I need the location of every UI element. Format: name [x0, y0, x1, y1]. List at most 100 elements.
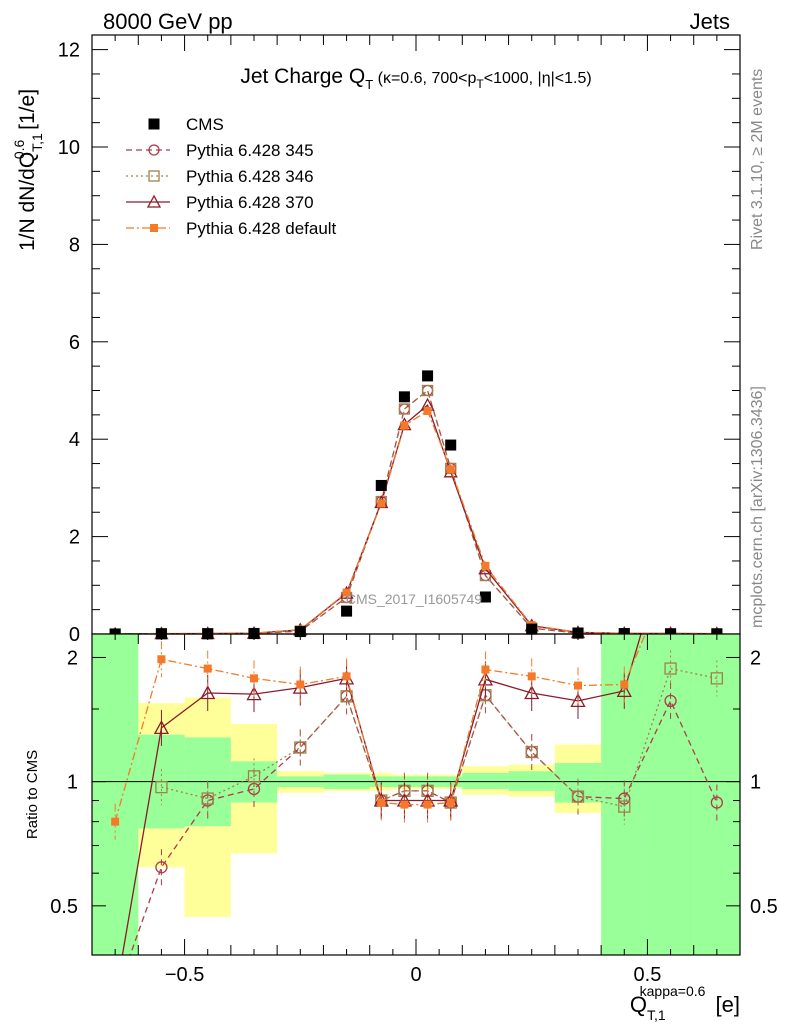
ratio-point: [571, 790, 585, 803]
ratio-point: [157, 655, 166, 664]
legend-entry: Pythia 6.428 default: [126, 219, 337, 238]
main-ytick-label: 0: [69, 624, 80, 646]
ratio-point: [618, 800, 631, 813]
ratio-point: [481, 665, 490, 674]
ratio-point: [616, 682, 632, 698]
main-point: [342, 588, 351, 597]
ratio-point: [423, 800, 432, 809]
main-ytick-label: 10: [58, 137, 80, 159]
ratio-point: [296, 680, 305, 689]
main-ylabel: 1/N dN/dQT,10.6 [1/e]: [11, 89, 45, 251]
main-point: [423, 406, 432, 415]
ratio-point: [664, 694, 677, 707]
legend-entry: CMS: [148, 115, 224, 134]
ratio-point: [524, 685, 540, 700]
main-point: [421, 384, 434, 397]
stat-band: [92, 634, 139, 955]
legend-marker: [150, 224, 158, 232]
main-point: [377, 499, 386, 508]
ratio-point: [111, 817, 120, 826]
main-point: [398, 391, 410, 403]
main-point: [294, 626, 306, 638]
mcplots-label: mcplots.cern.ch [arXiv:1306.3436]: [749, 386, 766, 628]
legend-label: CMS: [186, 115, 224, 134]
main-ytick-label: 12: [58, 40, 80, 62]
ratio-point: [527, 672, 536, 681]
main-point: [526, 623, 538, 635]
stat-band: [508, 771, 555, 791]
x-tick-label: 0: [410, 964, 421, 986]
main-point: [421, 384, 434, 397]
ratio-point: [200, 685, 216, 700]
ratio-ytick-label-right: 0.5: [750, 896, 778, 918]
legend-label: Pythia 6.428 default: [186, 219, 337, 238]
stat-band: [647, 634, 694, 955]
main-point: [398, 403, 411, 415]
chart-title: Jet Charge QT (κ=0.6, 700<pT<1000, |η|<1…: [240, 65, 591, 92]
ratio-point: [250, 674, 258, 683]
ratio-point: [294, 741, 307, 754]
ratio-plot-area: [92, 634, 740, 955]
ratio-point: [155, 780, 168, 794]
legend-entry: Pythia 6.428 346: [126, 167, 314, 186]
x-tick-label: 0.5: [634, 964, 662, 986]
legend-label: Pythia 6.428 370: [186, 193, 314, 212]
ratio-ytick-label: 2: [67, 647, 78, 669]
ratio-point: [377, 798, 386, 807]
ratio-point: [400, 800, 409, 809]
main-point: [400, 421, 409, 430]
ratio-ytick-label: 1: [67, 772, 78, 794]
main-point: [445, 439, 457, 451]
legend-marker: [148, 118, 160, 130]
legend-label: Pythia 6.428 345: [186, 141, 314, 160]
stat-band: [462, 772, 509, 789]
ratio-ytick-label: 0.5: [50, 896, 78, 918]
rivet-label: Rivet 3.1.10, ≥ 2M events: [749, 69, 766, 250]
main-point: [446, 465, 455, 474]
ratio-point: [525, 745, 538, 759]
legend-marker: [148, 144, 160, 156]
legend-marker: [148, 170, 160, 182]
ratio-point: [446, 798, 455, 807]
main-point: [341, 605, 353, 617]
ratio-series-line: [121, 634, 642, 955]
ratio-point: [710, 672, 724, 685]
legend-label: Pythia 6.428 346: [186, 167, 314, 186]
main-point: [398, 403, 411, 415]
watermark: CMS_2017_I1605749: [346, 591, 482, 607]
ratio-point: [570, 692, 586, 707]
header-left: 8000 GeV pp: [103, 9, 233, 34]
main-point: [479, 591, 491, 603]
main-ytick-label: 2: [69, 527, 80, 549]
ratio-point: [620, 680, 629, 689]
ratio-point: [153, 720, 170, 735]
legend-marker: [146, 194, 162, 208]
main-ytick-label: 8: [69, 234, 80, 256]
ratio-point: [246, 686, 262, 701]
ratio-series-line: [114, 634, 647, 822]
main-series-line: [115, 409, 717, 635]
stat-band: [693, 634, 740, 955]
main-point: [572, 627, 584, 639]
main-point: [375, 479, 387, 491]
ratio-point: [247, 770, 261, 783]
header-right: Jets: [690, 9, 730, 34]
ratio-series-line: [129, 693, 718, 955]
legend-entry: Pythia 6.428 345: [126, 141, 314, 160]
x-axis-label: QT,1kappa=0.6 [e]: [630, 983, 740, 1023]
legend-entry: Pythia 6.428 370: [126, 193, 314, 212]
ratio-point: [201, 792, 214, 805]
ratio-ytick-label-right: 1: [750, 772, 761, 794]
ratio-ylabel: Ratio to CMS: [24, 750, 41, 839]
ratio-point: [574, 681, 582, 690]
ratio-ytick-label-right: 2: [750, 647, 761, 669]
main-ytick-label: 4: [69, 429, 80, 451]
x-tick-label: −0.5: [165, 964, 204, 986]
ratio-point: [203, 664, 212, 673]
ratio-point: [710, 796, 724, 809]
ratio-point: [155, 861, 168, 874]
ratio-point: [342, 672, 351, 681]
main-point: [481, 561, 490, 570]
